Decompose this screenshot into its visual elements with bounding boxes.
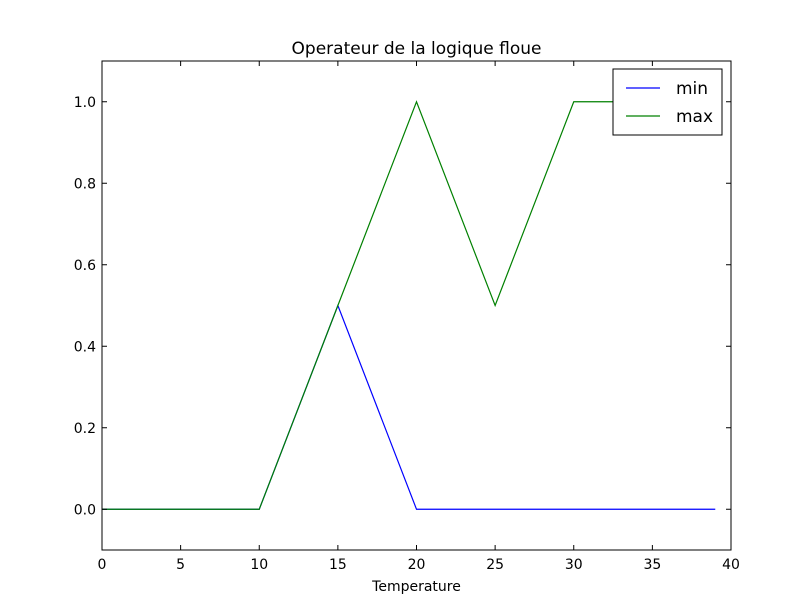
chart-title: Operateur de la logique floue [292, 39, 542, 59]
x-tick-label: 20 [408, 557, 426, 573]
legend-label-min: min [676, 79, 708, 99]
y-tick-label: 0.8 [74, 176, 96, 192]
x-tick-label: 10 [250, 557, 268, 573]
y-tick-label: 0.4 [74, 339, 96, 355]
legend-entries: min max [626, 79, 713, 127]
y-tick-label: 1.0 [74, 95, 96, 111]
y-tick-label: 0.0 [74, 502, 96, 518]
x-tick-label: 30 [565, 557, 583, 573]
ticks-layer: 0 5 10 15 20 25 30 35 40 0.0 0.2 0.4 0.6 0.8 1.0 [74, 61, 740, 573]
y-tick-label: 0.6 [74, 258, 96, 274]
legend-label-max: max [676, 107, 713, 127]
x-tick-label: 0 [98, 557, 107, 573]
x-tick-label: 25 [486, 557, 504, 573]
y-tick-label: 0.2 [74, 421, 96, 437]
legend-box [612, 68, 723, 136]
x-tick-label: 35 [643, 557, 661, 573]
x-tick-label: 5 [176, 557, 185, 573]
legend: min max [612, 68, 723, 136]
x-tick-label: 40 [722, 557, 740, 573]
x-tick-label: 15 [329, 557, 347, 573]
x-axis-label: Temperature [371, 579, 461, 595]
